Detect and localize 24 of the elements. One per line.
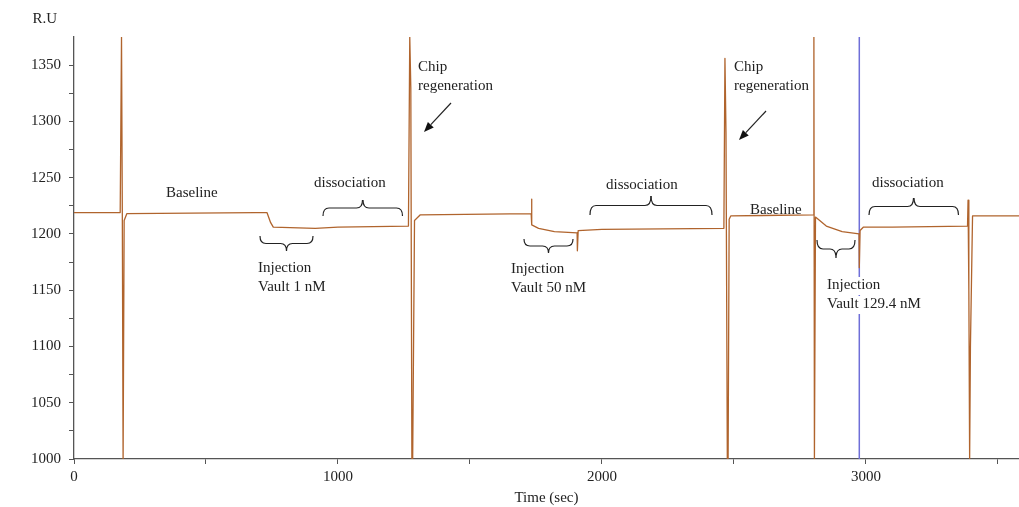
y-tick-label: 1350 bbox=[31, 56, 61, 73]
annotation: Baseline bbox=[750, 201, 802, 218]
y-tick-label: 1150 bbox=[31, 281, 61, 298]
annotation: Chip regeneration bbox=[418, 58, 494, 94]
y-tick-label: 1000 bbox=[31, 449, 61, 466]
y-axis-title: R.U bbox=[32, 9, 58, 26]
y-tick-label: 1100 bbox=[31, 337, 61, 354]
annotation: dissociation bbox=[606, 176, 679, 193]
annotation: Injection Vault 1 nM bbox=[258, 259, 326, 295]
x-tick-label: 3000 bbox=[850, 467, 881, 484]
annotation: dissociation bbox=[314, 174, 387, 191]
annotation: Injection Vault 50 nM bbox=[511, 260, 586, 296]
annotation: dissociation bbox=[872, 174, 945, 191]
x-axis-title: Time (sec) bbox=[514, 488, 579, 506]
y-tick-label: 1250 bbox=[31, 168, 61, 185]
annotation: Baseline bbox=[166, 184, 218, 201]
y-tick-label: 1300 bbox=[31, 112, 61, 129]
x-tick-label: 2000 bbox=[586, 467, 617, 484]
x-tick-label: 1000 bbox=[322, 467, 353, 484]
annotation: Chip regeneration bbox=[734, 58, 810, 94]
annotation: Injection Vault 129.4 nM bbox=[827, 276, 921, 312]
x-tick-label: 0 bbox=[70, 467, 78, 484]
y-tick-label: 1050 bbox=[31, 393, 61, 410]
y-tick-label: 1200 bbox=[31, 224, 61, 241]
